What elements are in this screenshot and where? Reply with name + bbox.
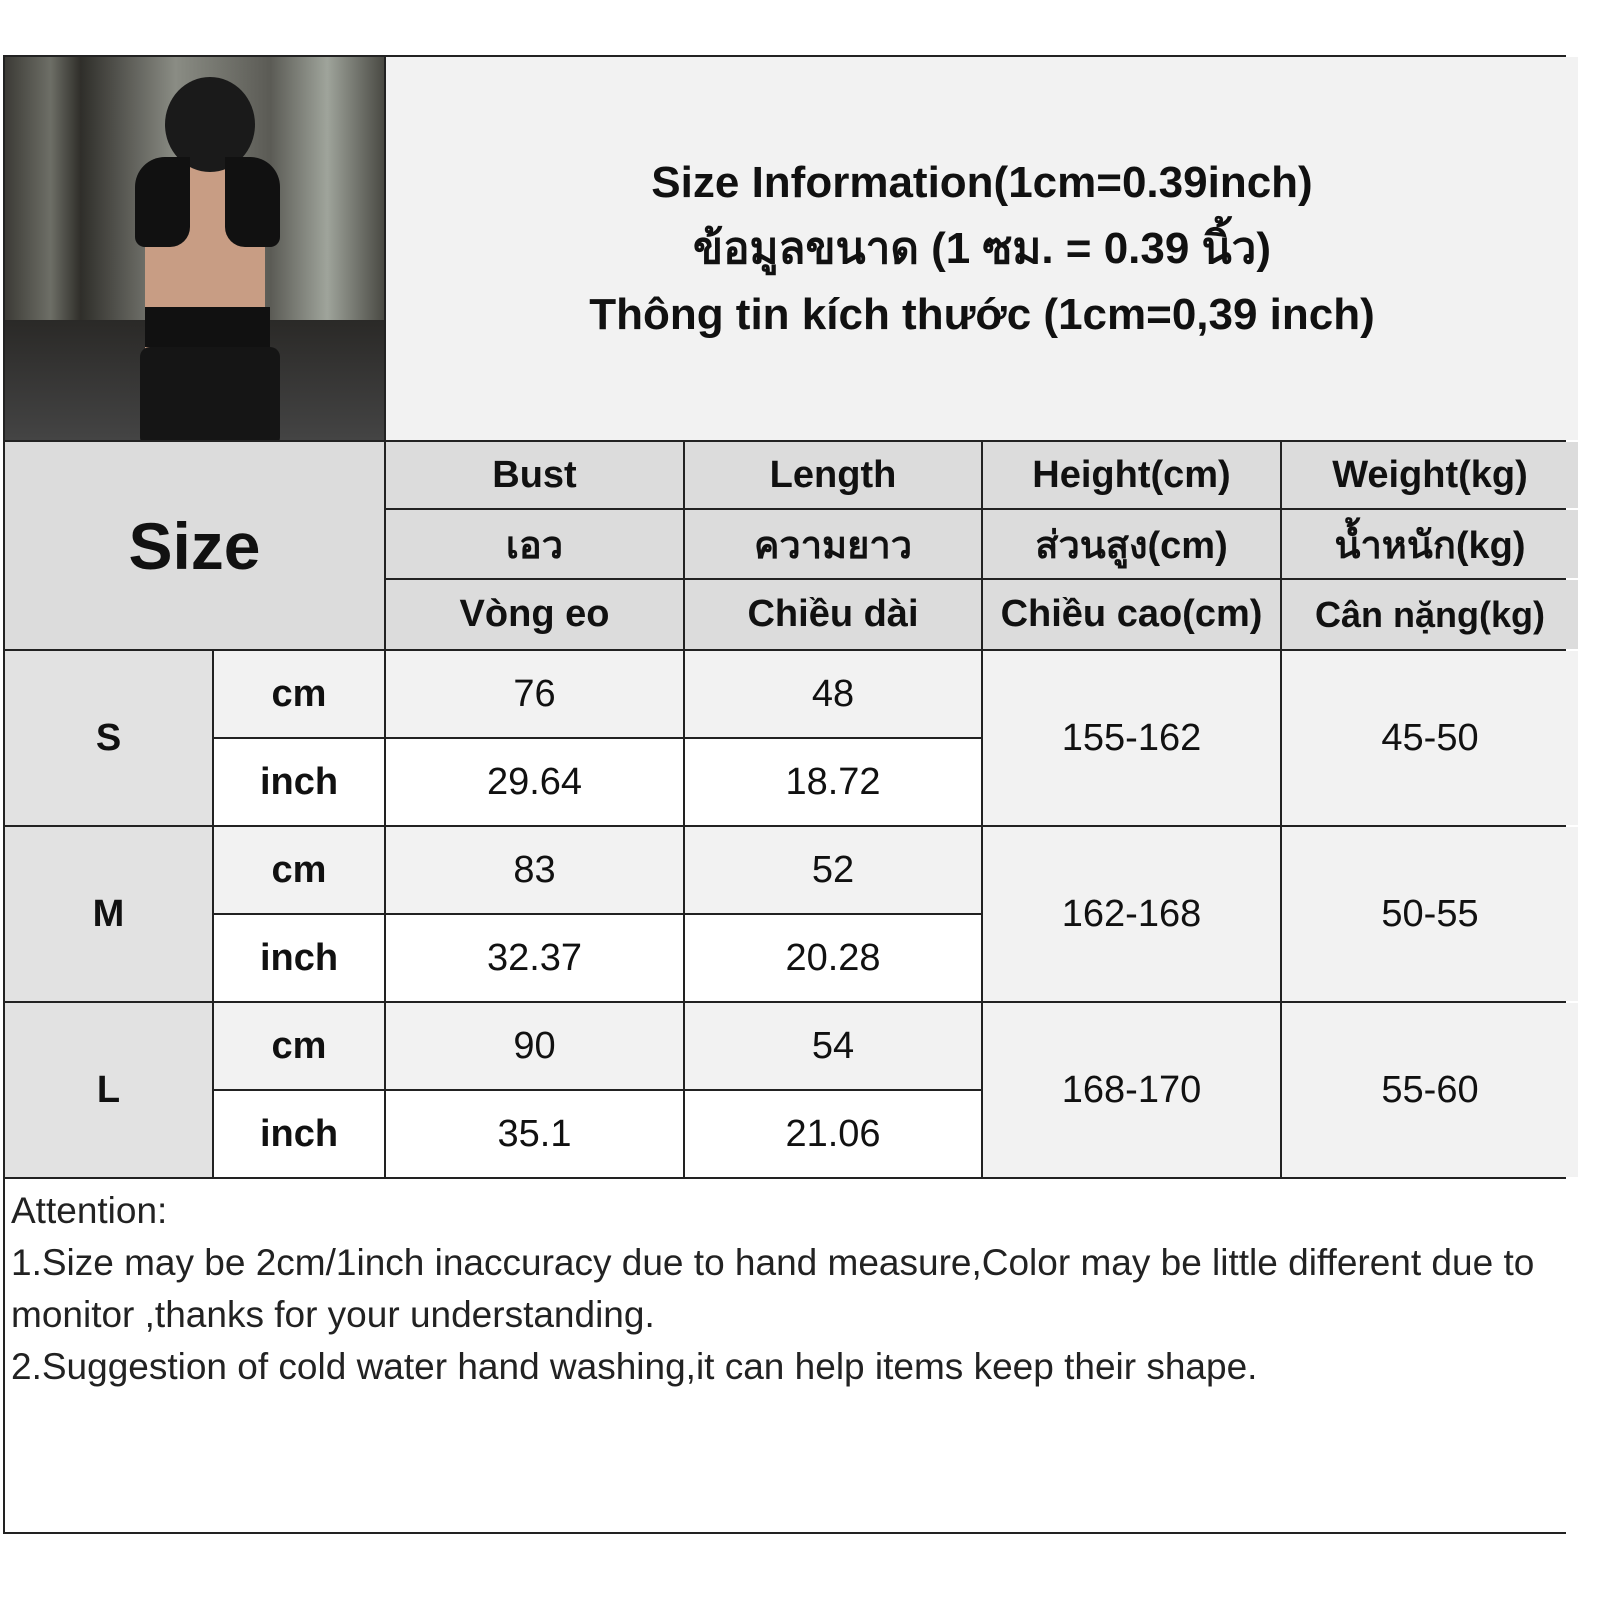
header-weight-en: Weight(kg) xyxy=(1282,442,1578,508)
title-thai: ข้อมูลขนาด (1 ซม. = 0.39 นิ้ว) xyxy=(692,223,1271,273)
length-cm: 52 xyxy=(685,827,981,913)
length-inch: 20.28 xyxy=(685,915,981,1001)
bust-cm: 76 xyxy=(386,651,683,737)
weight-range: 50-55 xyxy=(1282,827,1578,1001)
weight-range: 55-60 xyxy=(1282,1003,1578,1177)
size-chart-table: Size Information(1cm=0.39inch) ข้อมูลขนา… xyxy=(3,55,1578,1534)
height-range: 155-162 xyxy=(983,651,1280,825)
note-item: 1.Size may be 2cm/1inch inaccuracy due t… xyxy=(11,1242,1535,1335)
header-weight-vi: Cân nặng(kg) xyxy=(1282,580,1578,649)
notes-heading: Attention: xyxy=(11,1190,168,1231)
size-l: L xyxy=(5,1003,212,1177)
weight-range: 45-50 xyxy=(1282,651,1578,825)
size-m: M xyxy=(5,827,212,1001)
unit-inch: inch xyxy=(214,739,384,825)
size-s: S xyxy=(5,651,212,825)
product-photo xyxy=(5,57,384,440)
header-height-vi: Chiều cao(cm) xyxy=(983,580,1280,649)
bust-cm: 83 xyxy=(386,827,683,913)
size-header: Size xyxy=(5,442,384,649)
header-length-th: ความยาว xyxy=(685,510,981,578)
bust-cm: 90 xyxy=(386,1003,683,1089)
bust-inch: 35.1 xyxy=(386,1091,683,1177)
bust-inch: 32.37 xyxy=(386,915,683,1001)
length-cm: 54 xyxy=(685,1003,981,1089)
length-cm: 48 xyxy=(685,651,981,737)
height-range: 162-168 xyxy=(983,827,1280,1001)
unit-inch: inch xyxy=(214,915,384,1001)
attention-notes: Attention: 1.Size may be 2cm/1inch inacc… xyxy=(5,1179,1578,1532)
size-info-title: Size Information(1cm=0.39inch) ข้อมูลขนา… xyxy=(386,57,1578,440)
header-height-en: Height(cm) xyxy=(983,442,1280,508)
header-length-en: Length xyxy=(685,442,981,508)
header-length-vi: Chiều dài xyxy=(685,580,981,649)
height-range: 168-170 xyxy=(983,1003,1280,1177)
length-inch: 18.72 xyxy=(685,739,981,825)
unit-cm: cm xyxy=(214,827,384,913)
header-bust-vi: Vòng eo xyxy=(386,580,683,649)
unit-inch: inch xyxy=(214,1091,384,1177)
bust-inch: 29.64 xyxy=(386,739,683,825)
unit-cm: cm xyxy=(214,1003,384,1089)
header-bust-en: Bust xyxy=(386,442,683,508)
header-bust-th: เอว xyxy=(386,510,683,578)
unit-cm: cm xyxy=(214,651,384,737)
title-english: Size Information(1cm=0.39inch) xyxy=(651,157,1313,207)
length-inch: 21.06 xyxy=(685,1091,981,1177)
note-item: 2.Suggestion of cold water hand washing,… xyxy=(11,1346,1258,1387)
header-weight-th: น้ำหนัก(kg) xyxy=(1282,510,1578,578)
title-vietnamese: Thông tin kích thước (1cm=0,39 inch) xyxy=(589,289,1375,339)
header-height-th: ส่วนสูง(cm) xyxy=(983,510,1280,578)
